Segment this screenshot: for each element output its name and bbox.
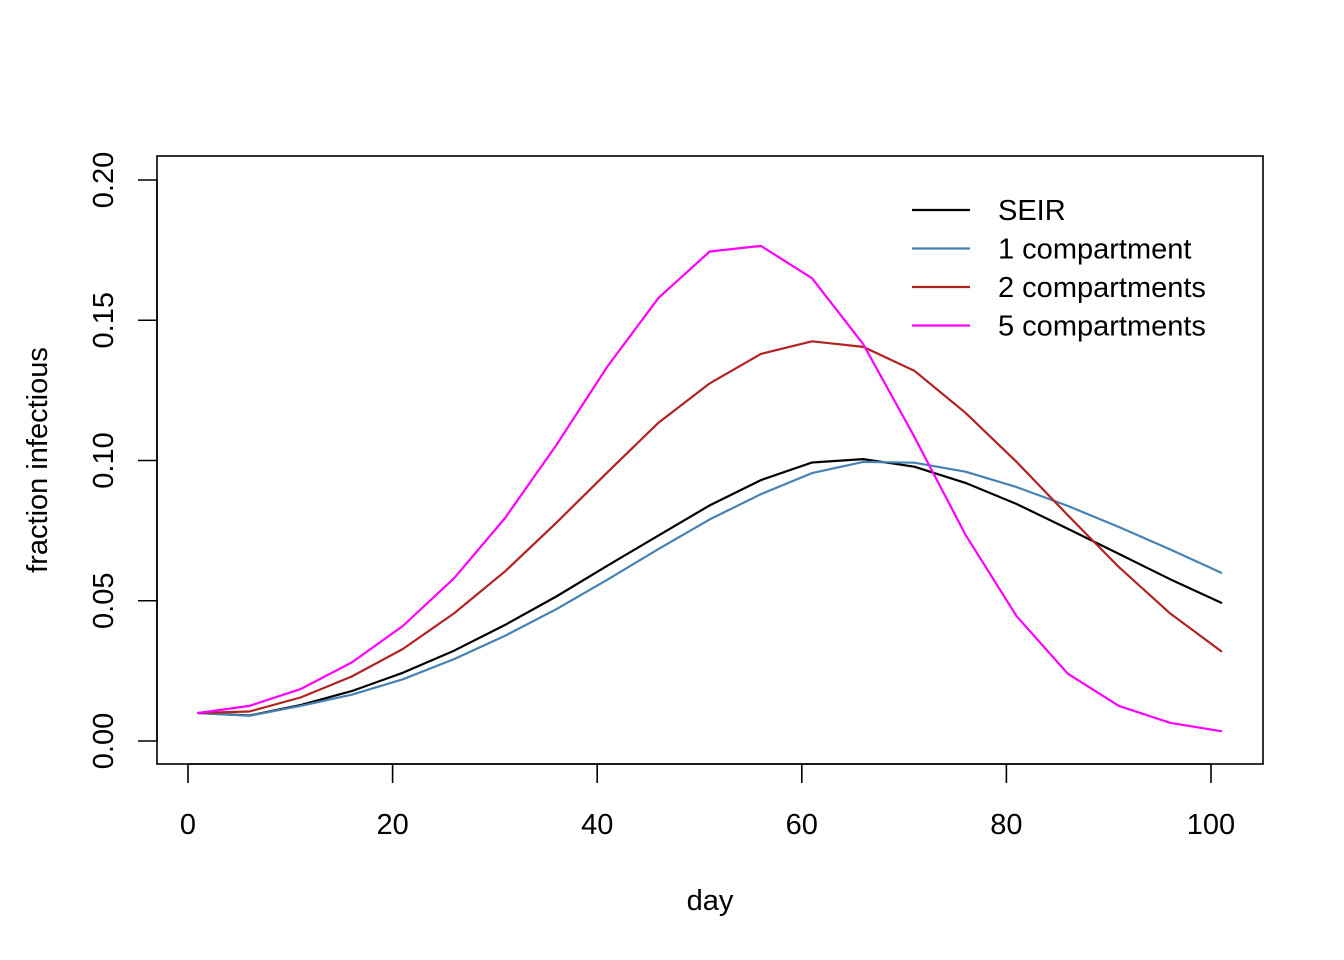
x-tick-label: 60: [786, 809, 818, 841]
legend: SEIR 1 compartment 2 compartments 5 compart…: [912, 195, 1206, 343]
legend-label-3: 5 compartments: [998, 311, 1206, 343]
x-tick-label: 80: [990, 809, 1022, 841]
y-axis: 0.00 0.05 0.10 0.15 0.20: [88, 152, 158, 769]
x-axis-title: day: [687, 885, 734, 917]
x-tick-label: 20: [376, 809, 408, 841]
x-tick-label: 0: [180, 809, 196, 841]
series-line-3: [197, 244, 1223, 733]
y-tick-label: 0.05: [88, 573, 120, 629]
y-tick-label: 0.00: [88, 713, 120, 769]
series-layer: [197, 244, 1223, 733]
y-tick-label: 0.10: [88, 432, 120, 488]
y-axis-title: fraction infectious: [22, 347, 54, 573]
series-line-2: [197, 340, 1223, 715]
legend-label-1: 1 compartment: [998, 234, 1191, 266]
x-tick-label: 40: [581, 809, 613, 841]
y-tick-label: 0.20: [88, 152, 120, 208]
y-tick-label: 0.15: [88, 292, 120, 348]
legend-label-0: SEIR: [998, 195, 1066, 227]
series-line-1: [197, 460, 1223, 717]
legend-label-2: 2 compartments: [998, 272, 1206, 304]
x-axis: 0 20 40 60 80 100: [180, 763, 1235, 841]
series-line-0: [197, 458, 1223, 717]
x-tick-label: 100: [1187, 809, 1235, 841]
